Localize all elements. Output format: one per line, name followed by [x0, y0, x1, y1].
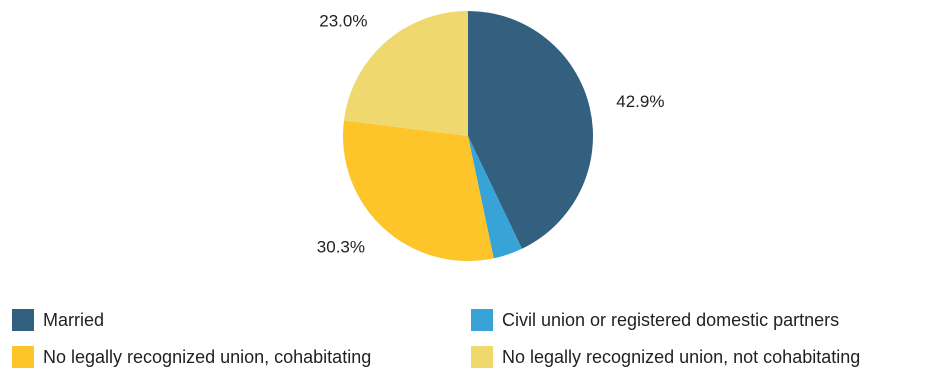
pie-slices — [343, 11, 594, 261]
pie-label-civil-union: 3.8% — [517, 269, 556, 270]
legend-item-married: Married — [12, 308, 104, 332]
chart-legend: Married Civil union or registered domest… — [0, 300, 925, 372]
pie-slice-not-cohabitating — [343, 11, 468, 136]
pie-chart: 42.9% 3.8% 30.3% 23.0% — [317, 11, 665, 270]
legend-label-married: Married — [43, 309, 105, 330]
pie-slice-cohabitating — [343, 120, 494, 261]
legend-label-civil-union: Civil union or registered domestic partn… — [502, 309, 840, 330]
legend-swatch-married — [12, 309, 34, 331]
pie-label-cohabitating: 30.3% — [317, 237, 365, 256]
pie-labels: 42.9% 3.8% 30.3% 23.0% — [317, 11, 665, 270]
legend-swatch-cohabitating — [12, 346, 34, 368]
legend-label-not-cohabitating: No legally recognized union, not cohabit… — [502, 346, 861, 367]
pie-label-not-cohabitating: 23.0% — [319, 11, 367, 30]
legend-swatch-civil-union — [471, 309, 493, 331]
legend-label-cohabitating: No legally recognized union, cohabitatin… — [43, 346, 372, 367]
legend-swatch-not-cohabitating — [471, 346, 493, 368]
pie-slice-civil-union — [468, 136, 522, 259]
pie-label-married: 42.9% — [616, 92, 664, 111]
legend-item-cohabitating: No legally recognized union, cohabitatin… — [12, 345, 371, 369]
legend-item-not-cohabitating: No legally recognized union, not cohabit… — [471, 345, 860, 369]
pie-slice-married — [468, 11, 594, 249]
legend-item-civil-union: Civil union or registered domestic partn… — [471, 308, 839, 332]
